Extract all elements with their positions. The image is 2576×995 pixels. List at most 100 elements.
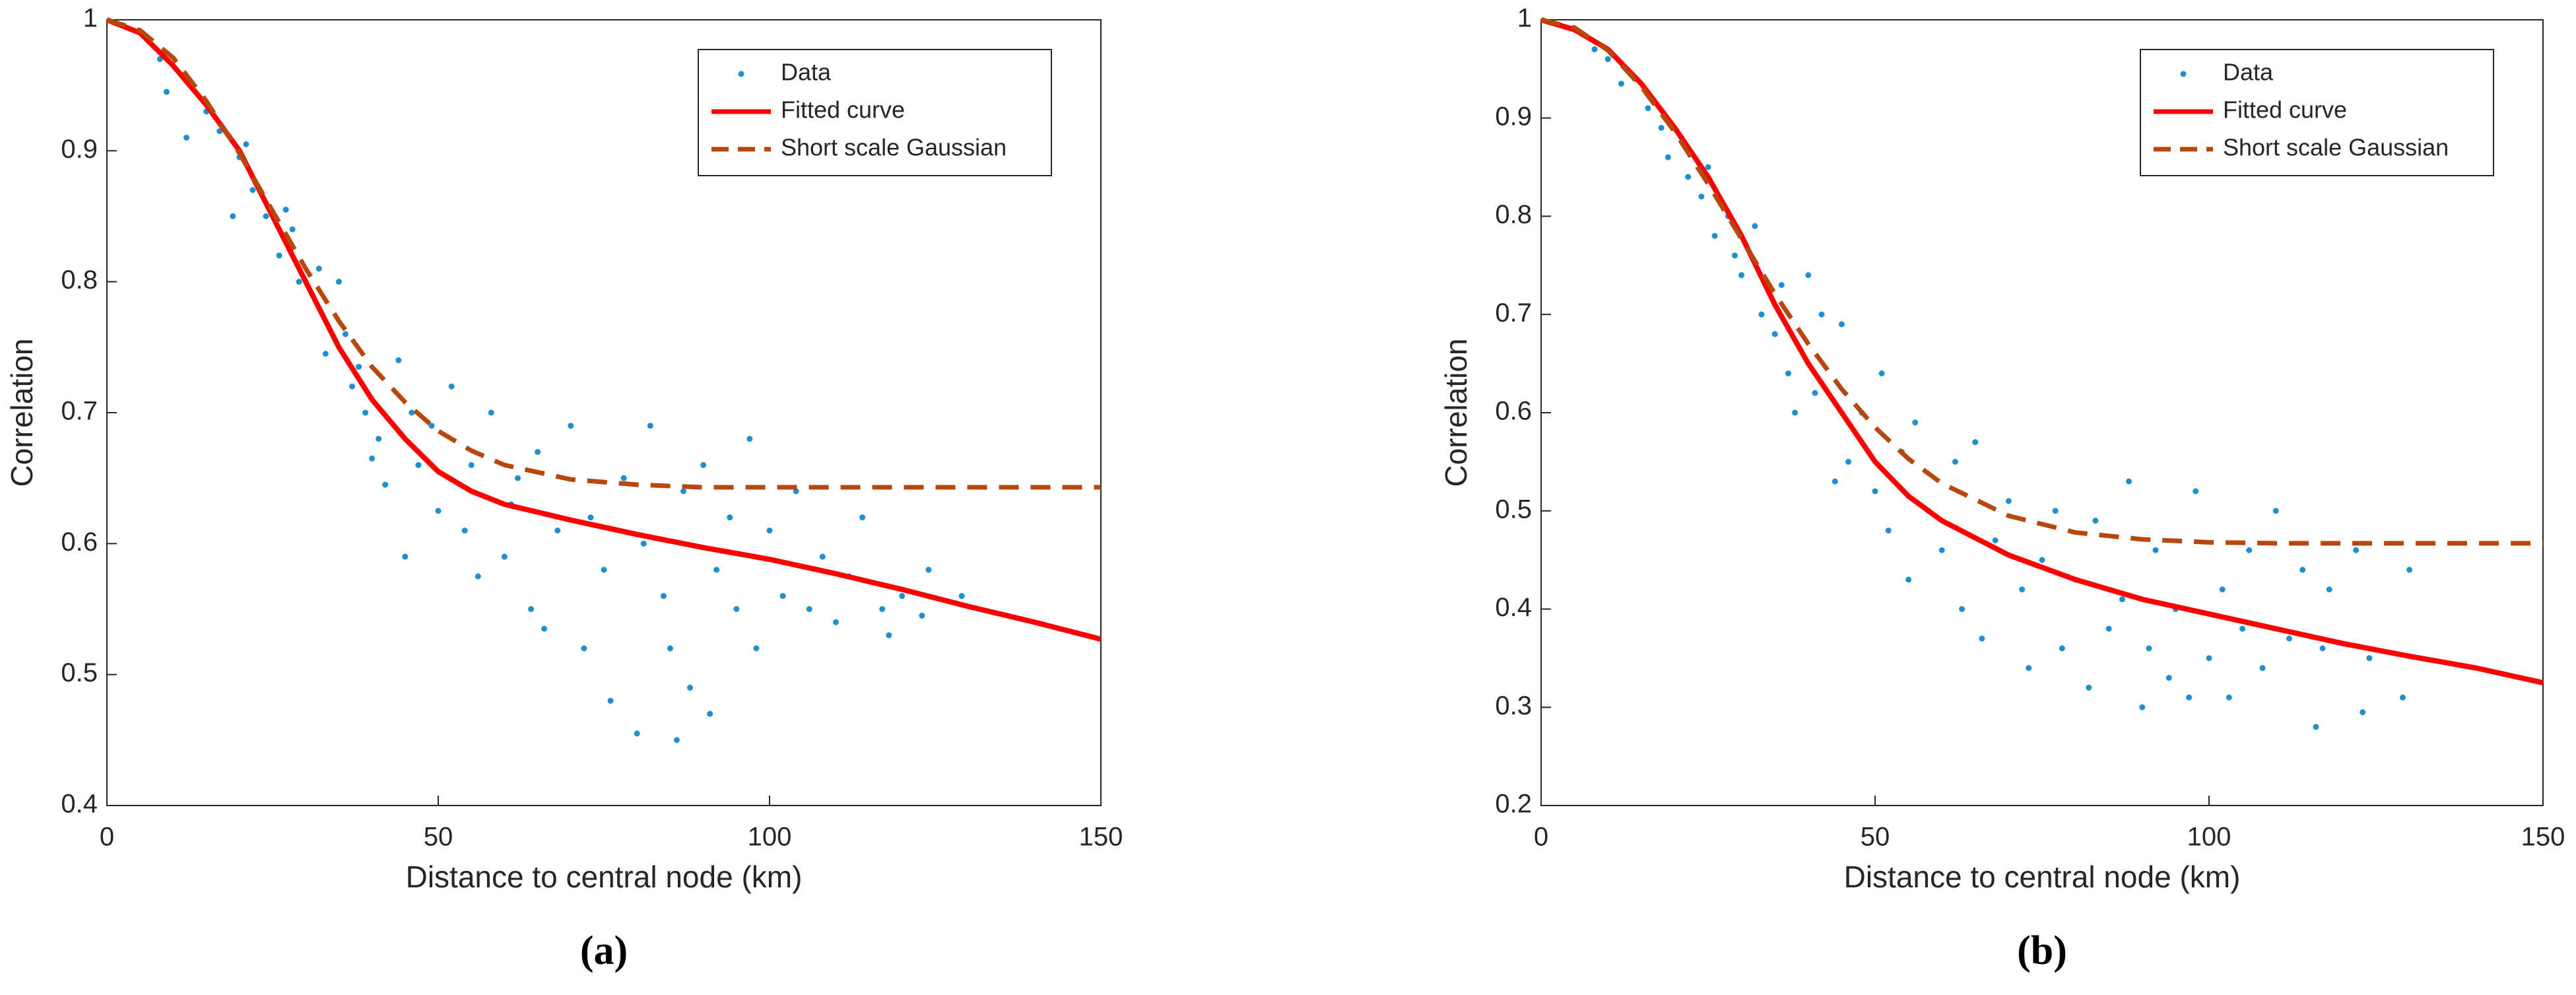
panel-caption: (b) bbox=[2017, 928, 2067, 973]
data-point bbox=[335, 279, 342, 285]
data-point bbox=[535, 449, 541, 455]
data-point bbox=[1818, 311, 1825, 318]
data-point bbox=[746, 436, 753, 442]
data-point bbox=[2086, 685, 2092, 691]
data-point bbox=[680, 488, 686, 495]
fitted-line bbox=[1540, 17, 2544, 685]
data-point bbox=[376, 436, 382, 442]
data-point bbox=[554, 528, 561, 533]
data-point bbox=[2319, 645, 2326, 652]
data-point bbox=[322, 351, 329, 357]
data-point bbox=[899, 593, 906, 600]
data-point bbox=[468, 462, 475, 468]
data-point bbox=[435, 508, 442, 514]
x-tick-label: 100 bbox=[748, 823, 792, 852]
y-tick-label: 0.4 bbox=[1495, 593, 1532, 622]
data-point bbox=[402, 553, 409, 560]
x-axis-label: Distance to central node (km) bbox=[1844, 860, 2241, 894]
x-tick-label: 150 bbox=[2521, 823, 2565, 852]
legend-box bbox=[698, 49, 1052, 176]
data-point bbox=[620, 475, 627, 481]
data-point bbox=[1771, 331, 1778, 337]
data-point bbox=[2005, 498, 2012, 504]
y-tick-label: 0.5 bbox=[61, 658, 98, 687]
data-point bbox=[1785, 370, 1791, 376]
legend-label: Short scale Gaussian bbox=[2223, 134, 2449, 161]
data-point bbox=[2152, 547, 2159, 553]
data-point bbox=[2119, 596, 2125, 603]
dashed-line bbox=[106, 17, 1101, 490]
y-tick-label: 0.9 bbox=[61, 135, 98, 164]
data-point bbox=[2139, 704, 2146, 710]
x-tick-label: 0 bbox=[1534, 823, 1548, 852]
x-tick-label: 50 bbox=[1861, 823, 1890, 852]
legend-marker bbox=[2180, 71, 2187, 77]
panel: 0 50 100 150 0.4 0.5 0.6 0.7 0.8 0.9 1 Distance to … bbox=[5, 4, 1123, 974]
data-point bbox=[1731, 252, 1738, 259]
data-point bbox=[707, 710, 713, 717]
y-tick-label: 1 bbox=[1517, 4, 1532, 33]
data-point bbox=[249, 187, 256, 193]
data-point bbox=[1952, 458, 1958, 465]
data-point bbox=[1604, 56, 1611, 62]
data-point bbox=[362, 409, 369, 416]
data-point bbox=[1938, 547, 1945, 553]
data-point bbox=[660, 593, 667, 600]
x-tick-label: 100 bbox=[2187, 823, 2231, 852]
data-point bbox=[568, 423, 574, 429]
data-point bbox=[1705, 164, 1711, 170]
data-point bbox=[766, 528, 773, 533]
data-point bbox=[428, 423, 435, 429]
data-point bbox=[1972, 439, 1979, 446]
data-point bbox=[501, 553, 508, 560]
data-point bbox=[282, 207, 289, 213]
data-point bbox=[753, 645, 760, 652]
legend: Data Fitted curve Short scale Gaussian bbox=[698, 49, 1052, 176]
y-tick-label: 0.5 bbox=[1495, 495, 1532, 524]
data-point bbox=[183, 135, 189, 141]
data-point bbox=[2259, 665, 2266, 671]
data-point bbox=[713, 566, 720, 573]
data-point bbox=[2019, 586, 2026, 593]
data-point bbox=[700, 462, 707, 468]
data-point bbox=[1912, 419, 1919, 426]
data-point bbox=[2039, 557, 2045, 563]
y-tick-label: 0.7 bbox=[1495, 298, 1532, 327]
legend-label: Data bbox=[2223, 59, 2274, 86]
data-point bbox=[2299, 566, 2306, 573]
data-point bbox=[488, 409, 494, 416]
data-point bbox=[348, 383, 355, 390]
y-axis-label: Correlation bbox=[1439, 339, 1473, 487]
data-point bbox=[806, 606, 812, 612]
data-point bbox=[2286, 635, 2292, 642]
data-point bbox=[2226, 694, 2232, 701]
data-point bbox=[1698, 193, 1705, 200]
legend-label: Data bbox=[781, 59, 832, 86]
data-point bbox=[2360, 709, 2366, 716]
data-point bbox=[230, 213, 236, 219]
x-tick-label: 50 bbox=[424, 823, 453, 852]
data-point bbox=[342, 331, 348, 337]
data-point bbox=[2353, 547, 2360, 553]
data-point bbox=[1685, 174, 1692, 180]
data-point bbox=[1992, 537, 1998, 543]
legend: Data Fitted curve Short scale Gaussian bbox=[2140, 49, 2494, 176]
data-point bbox=[1792, 409, 1799, 416]
data-point bbox=[2406, 566, 2413, 573]
data-point bbox=[289, 226, 296, 232]
legend-label: Short scale Gaussian bbox=[781, 134, 1007, 161]
data-point bbox=[528, 606, 535, 612]
data-point bbox=[1665, 154, 1671, 160]
x-tick-label: 0 bbox=[100, 823, 114, 852]
y-tick-label: 0.9 bbox=[1495, 102, 1532, 131]
data-point bbox=[779, 593, 786, 600]
data-point bbox=[163, 88, 170, 95]
data-point bbox=[2059, 645, 2065, 652]
panel-caption: (a) bbox=[580, 928, 628, 973]
data-point bbox=[1979, 635, 1985, 642]
data-point bbox=[687, 685, 694, 691]
data-point bbox=[409, 409, 415, 416]
data-point bbox=[793, 488, 799, 495]
data-point bbox=[832, 619, 839, 625]
